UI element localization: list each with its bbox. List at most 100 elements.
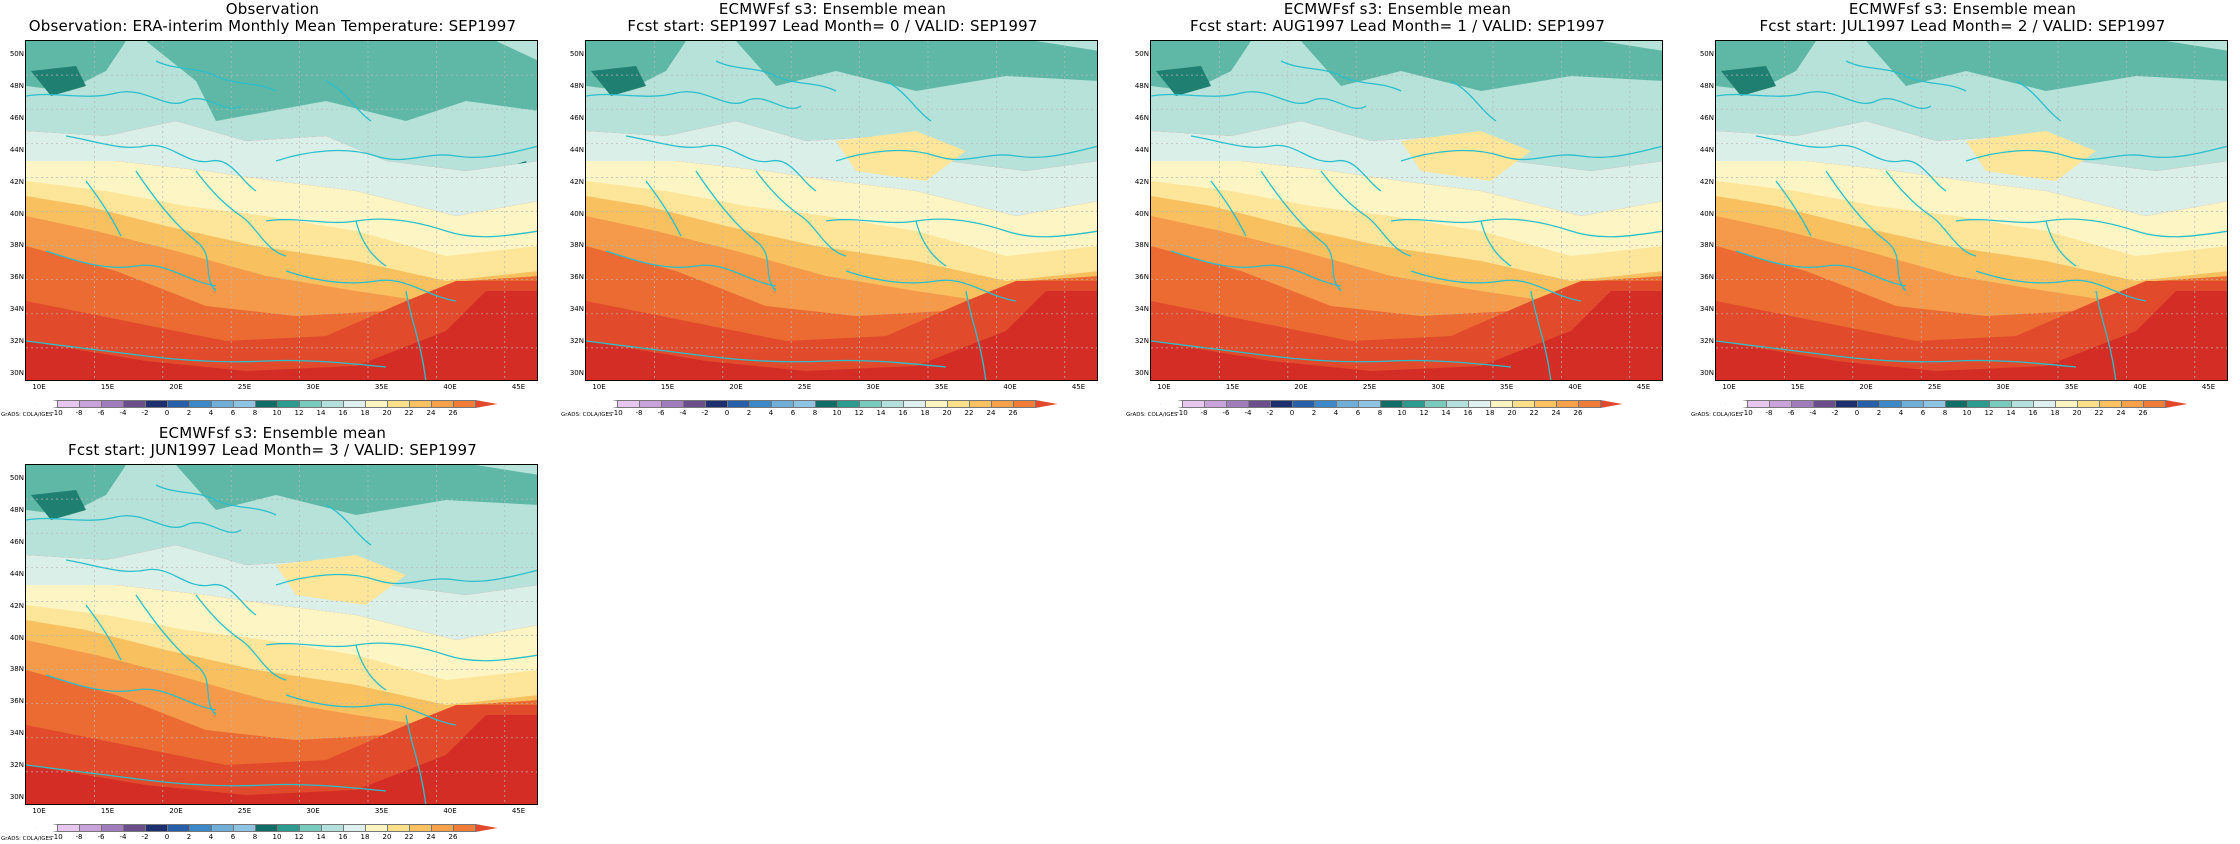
- latitude-label: 40N: [1699, 209, 1714, 218]
- coastline: [625, 135, 817, 192]
- latitude-label: 36N: [1699, 273, 1714, 282]
- coastline: [65, 559, 257, 616]
- map-frame: [25, 40, 538, 381]
- colorbar-swatch: [1791, 400, 1814, 408]
- colorbar-swatch: [639, 400, 662, 408]
- latitude-label: 30N: [9, 793, 24, 801]
- latitude-label: 38N: [1134, 241, 1149, 250]
- coastline: [1735, 250, 1907, 287]
- panel-subtitle: Fcst start: SEP1997 Lead Month= 0 / VALI…: [627, 17, 1038, 35]
- colorbar-swatch: [35, 824, 58, 832]
- longitude-label: 10E: [1722, 383, 1736, 391]
- colorbar-tick: 18: [2050, 409, 2060, 417]
- coastline: [645, 180, 682, 237]
- colorbar-swatch: [453, 400, 476, 408]
- colorbar-swatch: [1725, 400, 1748, 408]
- coastline: [1965, 145, 2227, 162]
- credit-label: GrADS: COLA/IGES: [1691, 412, 1743, 418]
- colorbar-swatch: [771, 400, 794, 408]
- colorbar-tick: -2: [701, 409, 709, 417]
- colorbar-swatch: [1857, 400, 1880, 408]
- colorbar-swatch: [1879, 400, 1902, 408]
- colorbar-tick: 22: [2094, 409, 2104, 417]
- colorbar-swatch: [233, 400, 256, 408]
- map-panel: ECMWFsf s3: Ensemble mean Fcst start: JUN…: [0, 424, 545, 844]
- temperature-band: [31, 66, 86, 96]
- panel-title: ECMWFsf s3: Ensemble mean: [1848, 0, 2077, 18]
- latitude-label: 46N: [1699, 113, 1714, 122]
- temperature-field: [1716, 41, 2227, 380]
- colorbar-swatch: [837, 400, 860, 408]
- colorbar-swatch: [2121, 400, 2144, 408]
- coastline: [135, 594, 217, 716]
- coastline: [1845, 60, 1967, 92]
- colorbar-tick: 4: [1333, 409, 1339, 417]
- colorbar-swatch: [1512, 400, 1535, 408]
- colorbar: -10 -8 -6 -4 -2 0 2 4 6 8 10 12 14 16 18 20 22 24 26: [35, 400, 498, 420]
- coastline: [325, 80, 372, 122]
- credit-label: GrADS: COLA/IGES: [1126, 412, 1178, 418]
- coastline: [1190, 135, 1382, 192]
- temperature-band: [1866, 41, 2227, 91]
- coastline: [1975, 270, 2147, 302]
- latitude-label: 42N: [1134, 177, 1149, 186]
- colorbar-swatch: [1292, 400, 1315, 408]
- coastline: [1170, 250, 1342, 287]
- longitude-label: 10E: [32, 807, 46, 815]
- colorbar-tick: 10: [1962, 409, 1972, 417]
- colorbar-tick: 8: [812, 409, 818, 417]
- latitude-label: 34N: [569, 305, 584, 314]
- colorbar-tick: 22: [1529, 409, 1539, 417]
- colorbar-tick: 2: [1876, 409, 1882, 417]
- colorbar-swatch: [189, 400, 212, 408]
- latitude-label: 48N: [1134, 81, 1149, 90]
- colorbar-tick: 24: [426, 409, 436, 417]
- longitude-label: 20E: [1294, 383, 1308, 391]
- colorbar-swatch: [1035, 400, 1058, 408]
- colorbar-swatch: [233, 824, 256, 832]
- coastline: [835, 145, 1097, 162]
- coastline: [2045, 220, 2077, 267]
- latitude-label: 38N: [569, 241, 584, 250]
- colorbar-swatch: [35, 400, 58, 408]
- coastline: [605, 250, 777, 287]
- longitude-label: 40E: [443, 807, 457, 815]
- coastline: [1151, 340, 1512, 368]
- graticule: [1716, 41, 2227, 380]
- credit-label: GrADS: COLA/IGES: [1, 836, 53, 842]
- temperature-field: [26, 41, 537, 380]
- temperature-band: [1151, 291, 1662, 380]
- panel-subtitle: Fcst start: AUG1997 Lead Month= 1 / VALI…: [1189, 17, 1606, 35]
- coastline: [586, 91, 802, 109]
- coastline: [1775, 180, 1812, 237]
- latitude-label: 40N: [9, 209, 24, 218]
- colorbar-tick: 16: [898, 409, 908, 417]
- colorbar-tick: 10: [832, 409, 842, 417]
- latitude-label: 44N: [1134, 145, 1149, 154]
- latitude-label: 38N: [9, 665, 24, 674]
- colorbar-tick: 12: [854, 409, 864, 417]
- coastline: [85, 604, 122, 661]
- colorbar-swatch: [409, 824, 432, 832]
- colorbar-swatch: [749, 400, 772, 408]
- longitude-label: 40E: [1003, 383, 1017, 391]
- colorbar-swatch: [277, 824, 300, 832]
- coastline: [915, 220, 947, 267]
- latitude-label: 34N: [1699, 305, 1714, 314]
- longitude-label: 45E: [2201, 383, 2216, 391]
- colorbar-swatch: [365, 400, 388, 408]
- temperature-band: [1721, 66, 1776, 96]
- colorbar-swatch: [925, 400, 948, 408]
- colorbar-swatch: [299, 400, 322, 408]
- colorbar-tick: 2: [1311, 409, 1317, 417]
- latitude-label: 36N: [569, 273, 584, 282]
- colorbar-swatch: [1446, 400, 1469, 408]
- panel-subtitle: Fcst start: JUN1997 Lead Month= 3 / VALI…: [68, 441, 477, 459]
- latitude-label: 40N: [569, 209, 584, 218]
- colorbar-swatch: [343, 824, 366, 832]
- latitude-label: 34N: [9, 305, 24, 314]
- colorbar-tick: 4: [208, 409, 214, 417]
- longitude-label: 10E: [32, 383, 46, 391]
- temperature-band: [1156, 66, 1211, 96]
- colorbar-tick: -10: [51, 833, 63, 841]
